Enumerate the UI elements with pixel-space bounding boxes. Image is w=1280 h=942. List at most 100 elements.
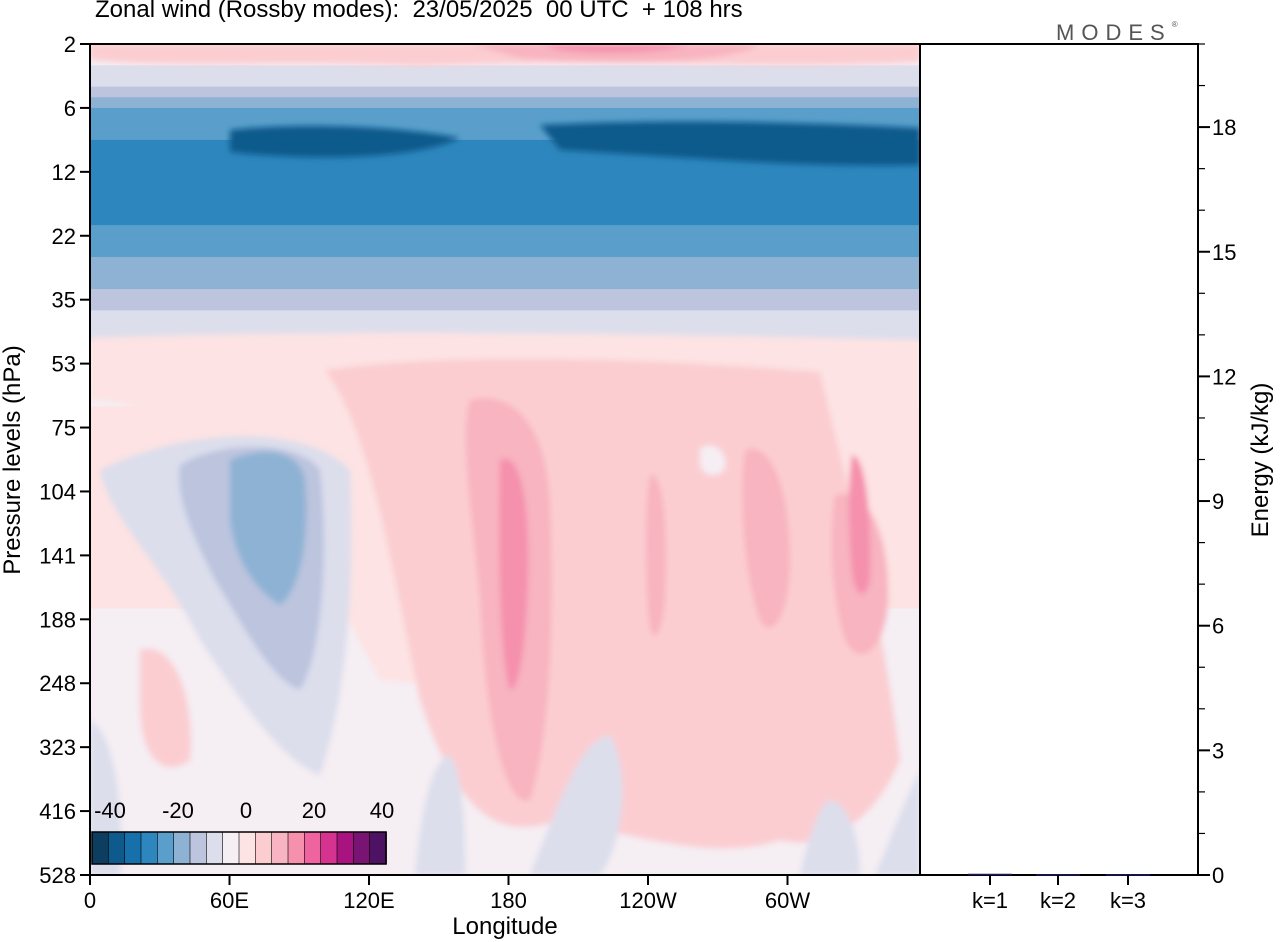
contour-band xyxy=(90,278,920,291)
wind-contour xyxy=(499,458,529,690)
x-tick-label: 180 xyxy=(490,888,527,913)
wind-contour xyxy=(800,800,860,875)
energy-bar xyxy=(1036,874,1080,876)
contour-band xyxy=(90,75,920,88)
contour-band xyxy=(90,864,920,875)
wind-contour xyxy=(540,121,920,166)
wind-contour xyxy=(849,455,871,594)
colorbar: -40 -20 0 20 40 xyxy=(91,798,394,865)
energy-bars xyxy=(968,873,1150,876)
contour-band xyxy=(90,107,920,120)
colorbar-cell xyxy=(140,831,159,865)
energy-category-label: k=2 xyxy=(1040,888,1076,913)
colorbar-cell xyxy=(336,831,355,865)
colorbar-cell xyxy=(238,831,257,865)
contour-band xyxy=(90,235,920,248)
colorbar-cell xyxy=(271,831,289,865)
wind-contours xyxy=(90,44,920,875)
wind-contour xyxy=(742,448,790,628)
wind-contour xyxy=(875,770,920,875)
y-tick-label: 2 xyxy=(64,32,76,57)
y-tick-label: 248 xyxy=(39,671,76,696)
energy-category-label: k=3 xyxy=(1110,888,1146,913)
energy-tick-label: 9 xyxy=(1212,489,1224,514)
wind-contour xyxy=(230,451,307,605)
wind-contour xyxy=(645,474,667,636)
wind-contour xyxy=(540,44,690,53)
colorbar-label: 40 xyxy=(370,798,394,823)
energy-category-label: k=1 xyxy=(972,888,1008,913)
contour-band xyxy=(90,97,920,109)
contour-band xyxy=(90,832,920,845)
y-tick-label: 35 xyxy=(52,288,76,313)
y-tick-label: 12 xyxy=(52,160,76,185)
energy-axis-ticks: 0 3 6 9 12 15 18 xyxy=(1198,43,1236,888)
y-axis-label: Pressure levels (hPa) xyxy=(0,345,26,574)
colorbar-labels: -40 -20 0 20 40 xyxy=(94,798,394,823)
contour-band xyxy=(90,853,920,866)
cross-section-plot: 2 6 12 22 35 53 75 104 141 188 248 323 416 528 0 60E 12… xyxy=(0,32,921,940)
y-tick-label: 75 xyxy=(52,416,76,441)
colorbar-cell xyxy=(304,831,322,865)
energy-bar xyxy=(968,873,1012,876)
colorbar-cells xyxy=(91,831,387,865)
colorbar-cell xyxy=(173,831,191,865)
contour-band xyxy=(90,182,920,195)
contour-band xyxy=(90,821,920,834)
y-tick-label: 22 xyxy=(52,224,76,249)
y-tick-label: 188 xyxy=(39,607,76,632)
y-tick-label: 104 xyxy=(39,479,76,504)
contour-band xyxy=(90,267,920,280)
energy-tick-label: 3 xyxy=(1212,738,1224,763)
x-axis-label: Longitude xyxy=(452,913,557,940)
contour-band xyxy=(90,321,920,333)
x-tick-label: 120E xyxy=(343,888,394,913)
contour-band xyxy=(90,225,920,237)
y-tick-label: 323 xyxy=(39,735,76,760)
energy-bar xyxy=(1106,874,1150,876)
registered-mark: ® xyxy=(1171,20,1178,29)
contour-band xyxy=(90,246,920,259)
colorbar-cell xyxy=(206,831,224,865)
colorbar-cell xyxy=(369,831,387,865)
energy-tick-label: 6 xyxy=(1212,614,1224,639)
contour-band xyxy=(90,65,920,77)
colorbar-cell xyxy=(157,831,175,865)
chart-title: Zonal wind (Rossby modes): 23/05/2025 00… xyxy=(95,0,743,23)
brand-logo: MODES® xyxy=(1056,20,1178,46)
contour-band xyxy=(90,214,920,227)
colorbar-label: 20 xyxy=(302,798,326,823)
colorbar-label: -20 xyxy=(162,798,194,823)
energy-bar-chart: 0 3 6 9 12 15 18 k=1 k=2 k=3 Energy (kJ/kg) xyxy=(919,43,1274,913)
x-tick-label: 120W xyxy=(619,888,677,913)
colorbar-cell xyxy=(287,831,306,865)
colorbar-label: -40 xyxy=(94,798,126,823)
energy-categories: k=1 k=2 k=3 xyxy=(972,875,1146,913)
wind-contour xyxy=(415,755,465,875)
wind-contour xyxy=(700,445,726,476)
y-tick-label: 53 xyxy=(52,352,76,377)
contour-band xyxy=(90,299,920,312)
y-axis-ticks: 2 6 12 22 35 53 75 104 141 188 248 323 416 528 xyxy=(39,32,90,888)
colorbar-label: 0 xyxy=(240,798,252,823)
contour-band xyxy=(90,310,920,322)
colorbar-cell xyxy=(255,831,273,865)
wind-field xyxy=(90,44,920,875)
contour-band xyxy=(90,257,920,269)
brand-name: MODES xyxy=(1056,20,1172,45)
contour-band xyxy=(90,289,920,301)
contour-band xyxy=(90,193,920,205)
contour-band xyxy=(90,161,920,173)
energy-tick-label: 0 xyxy=(1212,863,1224,888)
colorbar-cell xyxy=(189,831,208,865)
x-axis-ticks: 0 60E 120E 180 120W 60W xyxy=(84,875,810,913)
contour-band xyxy=(90,118,920,131)
y-tick-label: 141 xyxy=(39,543,76,568)
colorbar-cell xyxy=(91,831,110,865)
contour-band xyxy=(90,843,920,855)
colorbar-cell xyxy=(353,831,371,865)
energy-tick-label: 18 xyxy=(1212,115,1236,140)
y-tick-label: 528 xyxy=(39,863,76,888)
energy-tick-label: 15 xyxy=(1212,240,1236,265)
